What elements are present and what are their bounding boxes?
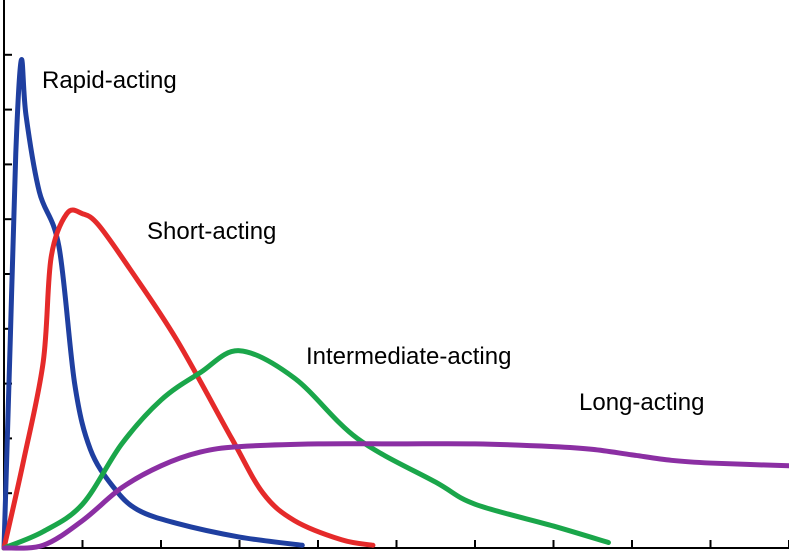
series-lines [1,57,789,551]
series-labels: Rapid-acting Short-acting Intermediate-act… [42,67,704,416]
series-label-intermediate-acting: Intermediate-acting [306,343,511,370]
series-line-intermediate-acting [1,348,611,551]
series-label-short-acting: Short-acting [147,218,276,245]
series-label-long-acting: Long-acting [579,389,704,416]
series-label-rapid-acting: Rapid-acting [42,67,177,94]
series-line-rapid-acting [1,57,305,551]
series-line-long-acting [1,441,789,551]
series-line-short-acting [1,207,376,551]
